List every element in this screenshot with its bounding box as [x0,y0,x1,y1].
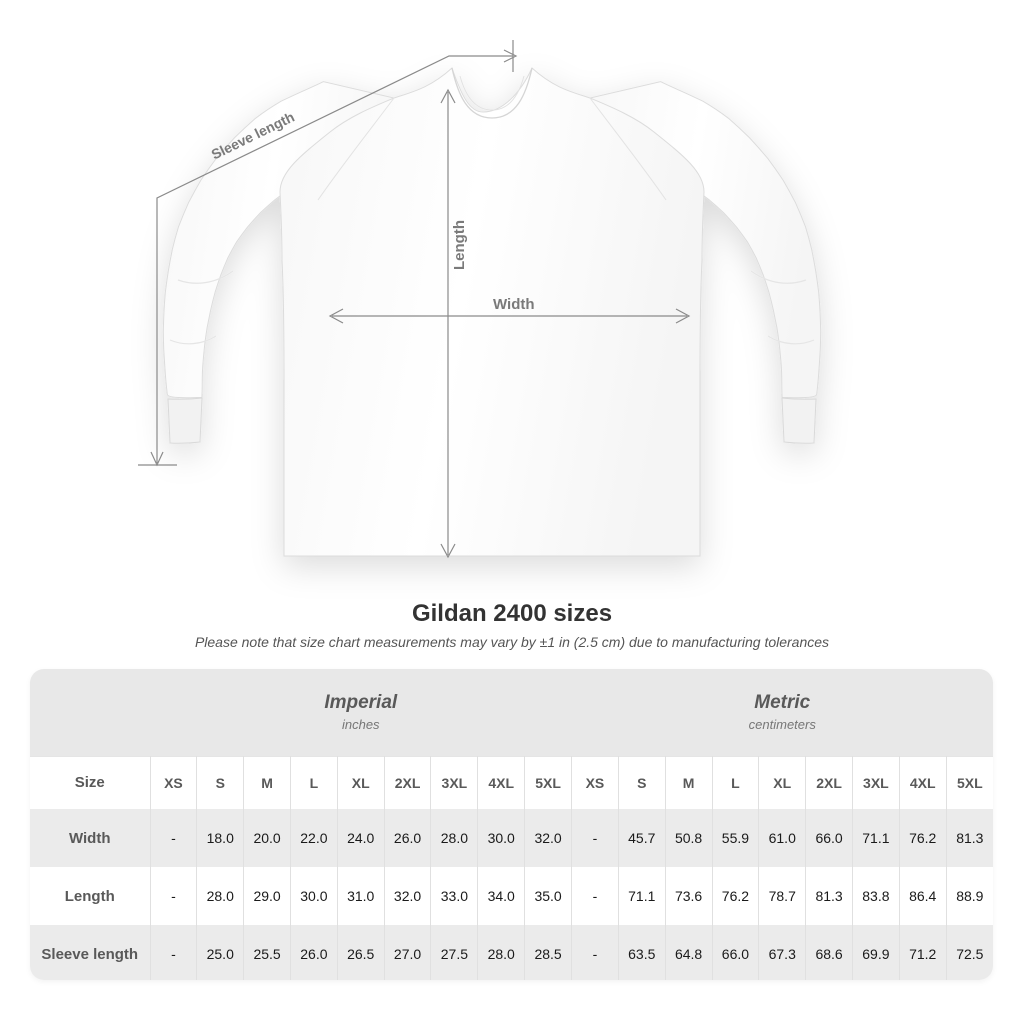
svg-text:Width: Width [493,296,535,313]
svg-text:Length: Length [451,220,468,270]
